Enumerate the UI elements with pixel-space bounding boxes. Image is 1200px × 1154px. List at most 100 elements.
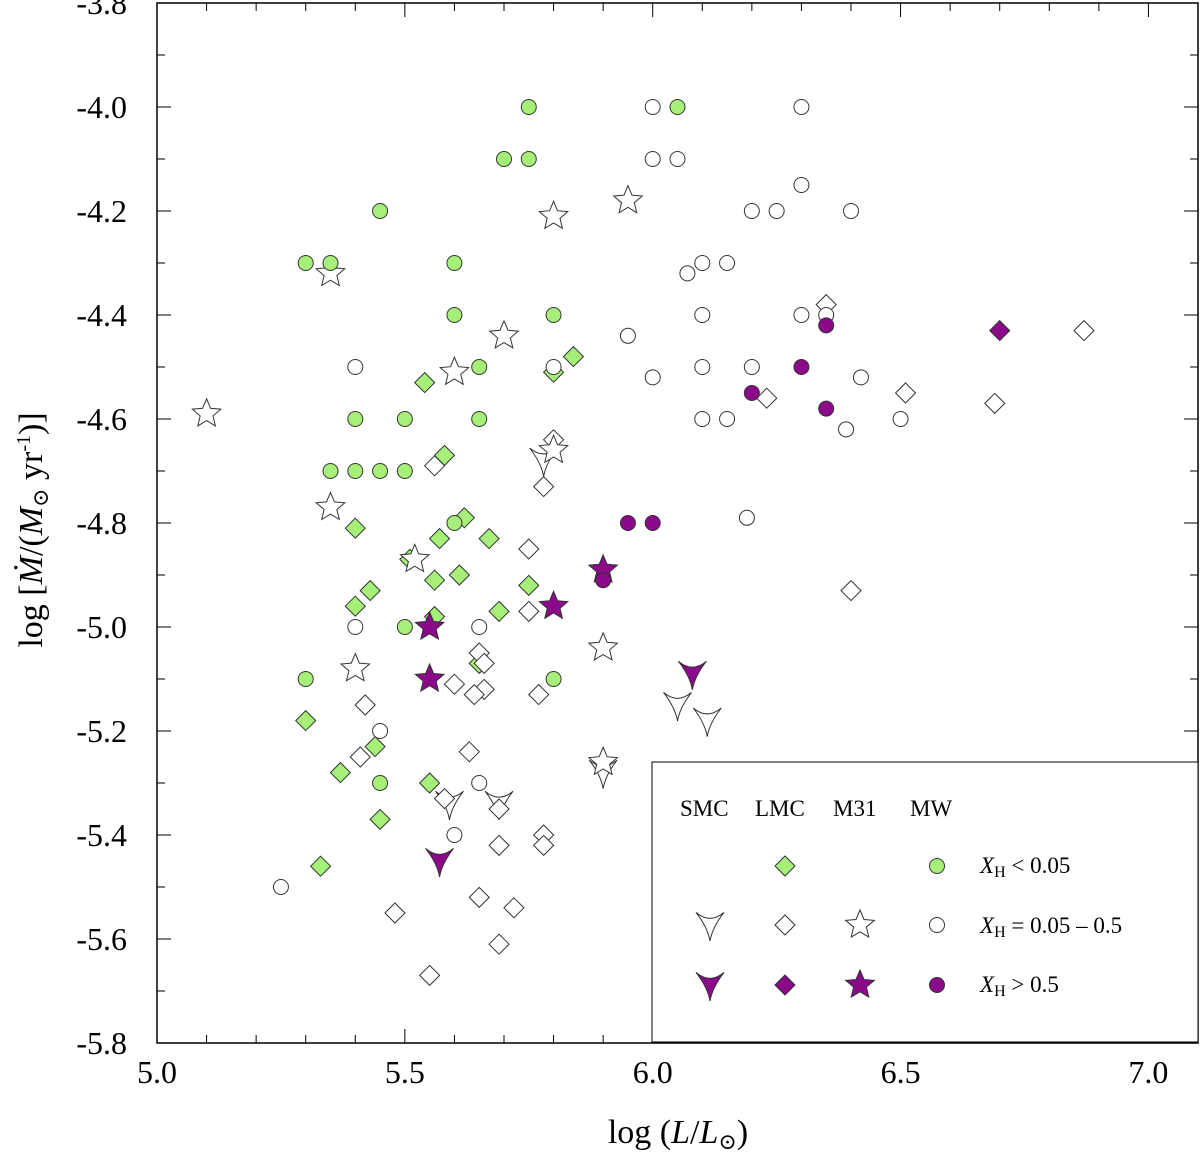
x-tick-label: 5.0 [137, 1054, 177, 1090]
legend: SMC LMC M31 MW XH < 0.05 XH = 0.05 – 0.5… [651, 761, 1199, 1043]
mw-circle-point [838, 421, 855, 438]
m31-star-point [438, 355, 470, 386]
lmc-diamond-point [359, 579, 381, 602]
lmc-diamond-point [443, 673, 466, 695]
x-axis-label: log (L/L⊙) [608, 1114, 748, 1154]
mw-circle-point [372, 463, 389, 479]
legend-header-m31: M31 [833, 796, 876, 821]
mw-circle-point [322, 463, 339, 479]
y-tick-label: -5.2 [76, 713, 127, 749]
legend-marker-lmc-diamond [774, 974, 796, 996]
lmc-diamond-point [984, 392, 1006, 415]
lmc-diamond-point [532, 475, 555, 498]
mw-circle-point [520, 99, 537, 115]
mw-circle-point [743, 203, 760, 219]
mw-circle-point [595, 572, 612, 589]
smc-tri-point [663, 692, 692, 722]
mw-circle-point [818, 317, 835, 334]
mw-circle-point [644, 369, 661, 386]
y-tick-label: -4.4 [76, 297, 127, 333]
lmc-diamond-point [329, 761, 352, 784]
y-tick-label: -5.0 [76, 609, 127, 645]
mw-circle-point [843, 203, 859, 219]
y-tick-label: -5.4 [76, 817, 127, 853]
mw-circle-point [793, 359, 810, 375]
legend-marker-mw-circle [929, 858, 945, 874]
axes: 5.0 5.5 6.0 6.5 7.0 -3.8 -4.0 -4.2 -4.4 -4.6 -4.8 -… [76, 0, 1199, 1090]
legend-header-mw: MW [910, 796, 952, 821]
lmc-diamond-point [344, 595, 366, 617]
mw-circle-point [347, 619, 364, 635]
lmc-diamond-point [309, 855, 332, 877]
lmc-diamond-point [989, 319, 1011, 342]
mw-circle-point [347, 359, 364, 375]
mw-circle-point [396, 411, 413, 427]
mw-circle-point [372, 775, 389, 791]
lmc-diamond-point [369, 808, 391, 831]
x-tick-label: 6.5 [881, 1054, 921, 1090]
lmc-diamond-point [433, 787, 456, 810]
mw-circle-point [322, 255, 339, 271]
mw-circle-point [446, 255, 463, 271]
mw-circle-point [372, 723, 389, 739]
lmc-diamond-point [423, 569, 446, 591]
mw-circle-point [471, 411, 488, 427]
mw-circle-point [719, 411, 736, 427]
x-tick-label: 5.5 [385, 1054, 425, 1090]
mw-circle-point [297, 671, 314, 687]
m31-star-point [399, 543, 431, 573]
lmc-diamond-point [473, 678, 495, 701]
y-tick-label: -4.2 [76, 193, 127, 229]
mw-circle-point [892, 411, 909, 427]
lmc-diamond-point [488, 600, 510, 623]
m31-star-point [488, 319, 520, 349]
legend-label-mid-xh: XH = 0.05 – 0.5 [979, 913, 1122, 941]
y-tick-label: -4.0 [76, 89, 127, 125]
mw-circle-point [694, 255, 711, 271]
mw-circle-point [669, 151, 686, 167]
m31-star-point [314, 257, 347, 287]
legend-marker-m31-star [844, 968, 876, 999]
legend-marker-mw-circle [929, 917, 945, 933]
lmc-diamond-point [413, 371, 436, 394]
mw-circle-point [852, 369, 869, 386]
x-tick-label: 7.0 [1128, 1054, 1168, 1090]
lmc-diamond-point [518, 538, 540, 560]
lmc-diamond-point [488, 834, 510, 857]
mw-circle-point [669, 99, 686, 115]
y-axis-label: log [Ṁ/(M⊙ yr-1)] [13, 412, 53, 647]
m31-star-point [538, 199, 570, 230]
lmc-diamond-point [756, 387, 778, 409]
lmc-diamond-point [295, 709, 317, 732]
lmc-diamond-point [458, 741, 481, 763]
mw-circle-point [471, 775, 488, 791]
mw-circle-point [347, 411, 364, 427]
m31-star-point [612, 184, 644, 214]
legend-header-lmc: LMC [755, 796, 805, 821]
mw-circle-point [644, 151, 661, 167]
m31-star-point [414, 610, 446, 641]
mw-circle-point [545, 307, 562, 323]
legend-marker-lmc-diamond [774, 914, 796, 936]
m31-star-point [538, 433, 570, 464]
mw-circle-point [738, 509, 755, 526]
legend-header-smc: SMC [680, 796, 729, 821]
lmc-diamond-point [473, 652, 495, 675]
mw-circle-point [520, 151, 537, 167]
mw-circle-point [793, 307, 810, 323]
legend-box [651, 761, 1199, 1043]
legend-marker-smc-tri [695, 972, 725, 1002]
x-tick-label: 6.0 [633, 1054, 673, 1090]
lmc-diamond-point [840, 579, 862, 602]
legend-label-low-xh: XH < 0.05 [979, 853, 1070, 881]
mw-circle-point [496, 151, 512, 167]
m31-star-point [587, 631, 619, 661]
m31-star-point [191, 397, 223, 427]
mw-circle-point [372, 203, 389, 219]
lmc-diamond-point [428, 527, 451, 550]
lmc-diamond-point [384, 902, 406, 924]
legend-label-high-xh: XH > 0.5 [979, 972, 1059, 1000]
y-tick-label: -4.6 [76, 401, 127, 437]
mw-circle-point [545, 671, 562, 687]
